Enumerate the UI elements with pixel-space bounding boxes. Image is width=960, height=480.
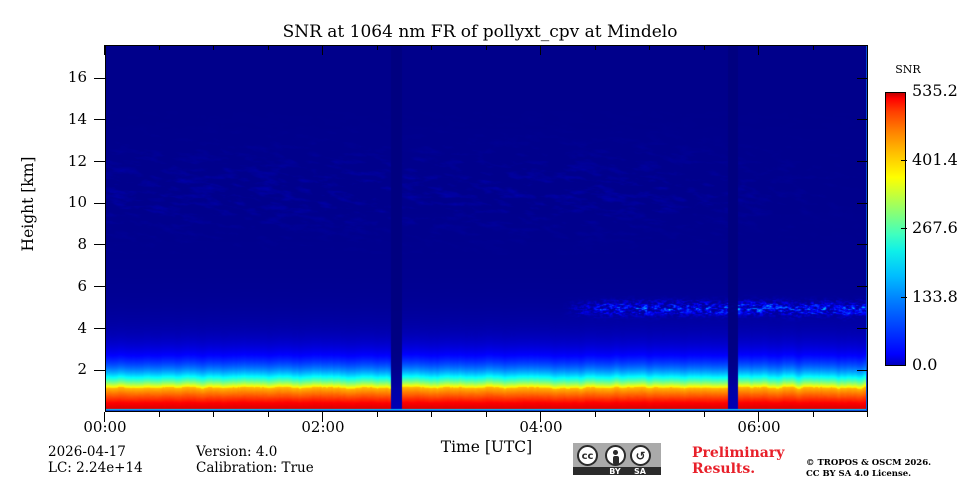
y-tick-label: 10 bbox=[67, 193, 87, 212]
x-tick-mark-minor bbox=[213, 412, 215, 417]
x-tick-mark-major bbox=[104, 412, 106, 422]
colorbar-tick-label: 0.0 bbox=[912, 355, 938, 374]
footer-date: 2026-04-17 bbox=[48, 444, 126, 460]
creative-commons-icon: cc bbox=[577, 445, 598, 466]
x-tick-label: 04:00 bbox=[519, 418, 563, 436]
snr-heatmap-canvas bbox=[106, 46, 866, 410]
colorbar-tick-label: 401.4 bbox=[912, 149, 958, 169]
share-alike-icon: ↺ bbox=[630, 445, 651, 466]
y-tick-label: 6 bbox=[77, 276, 87, 295]
y-tick-mark bbox=[94, 369, 105, 371]
y-tick-mark-right bbox=[857, 161, 868, 163]
x-tick-mark-top-major bbox=[322, 45, 324, 55]
x-tick-mark-top-minor bbox=[158, 45, 160, 50]
x-axis-label: Time [UTC] bbox=[440, 438, 533, 456]
x-tick-mark-top-minor bbox=[213, 45, 215, 50]
x-tick-mark-top-minor bbox=[376, 45, 378, 50]
y-tick-mark bbox=[94, 119, 105, 121]
y-tick-mark bbox=[94, 327, 105, 329]
person-body-shape bbox=[612, 456, 619, 464]
y-tick-mark bbox=[94, 286, 105, 288]
y-tick-label: 2 bbox=[77, 360, 87, 379]
x-tick-label: 02:00 bbox=[301, 418, 345, 436]
preliminary-results-notice: Preliminary Results. bbox=[692, 445, 785, 477]
x-tick-mark-minor bbox=[649, 412, 651, 417]
x-tick-mark-minor bbox=[158, 412, 160, 417]
y-tick-mark-right bbox=[857, 244, 868, 246]
copyright-notice: © TROPOS & OSCM 2026. CC BY SA 4.0 Licen… bbox=[806, 458, 956, 480]
x-tick-mark-top-minor bbox=[649, 45, 651, 50]
y-tick-mark-right bbox=[857, 77, 868, 79]
x-tick-mark-top-major bbox=[104, 45, 106, 55]
x-tick-mark-major bbox=[322, 412, 324, 422]
x-tick-mark-minor bbox=[867, 412, 869, 417]
y-tick-mark-right bbox=[857, 327, 868, 329]
x-tick-mark-top-minor bbox=[594, 45, 596, 50]
cc-sa-label: SA bbox=[634, 467, 646, 476]
heatmap-plot-area[interactable] bbox=[105, 45, 868, 412]
x-tick-mark-top-minor bbox=[267, 45, 269, 50]
y-tick-label: 14 bbox=[67, 110, 87, 129]
y-tick-mark bbox=[94, 202, 105, 204]
x-tick-mark-minor bbox=[594, 412, 596, 417]
y-tick-label: 4 bbox=[77, 318, 87, 337]
x-tick-label: 00:00 bbox=[83, 418, 127, 436]
y-tick-mark-right bbox=[857, 119, 868, 121]
x-tick-mark-minor bbox=[376, 412, 378, 417]
y-tick-mark-right bbox=[857, 286, 868, 288]
y-tick-mark-right bbox=[857, 369, 868, 371]
x-tick-label: 06:00 bbox=[737, 418, 781, 436]
colorbar-tick-mark bbox=[901, 228, 907, 230]
x-tick-mark-top-major bbox=[758, 45, 760, 55]
x-tick-mark-top-major bbox=[540, 45, 542, 55]
x-tick-mark-top-minor bbox=[485, 45, 487, 50]
cc-license-badge[interactable]: cc ↺ BY SA bbox=[573, 443, 661, 476]
x-tick-mark-top-minor bbox=[431, 45, 433, 50]
y-tick-label: 16 bbox=[67, 68, 87, 87]
person-head-shape bbox=[613, 450, 618, 455]
y-tick-mark bbox=[94, 77, 105, 79]
y-tick-label: 12 bbox=[67, 151, 87, 170]
x-tick-mark-minor bbox=[267, 412, 269, 417]
x-tick-mark-minor bbox=[431, 412, 433, 417]
colorbar-tick-label: 267.6 bbox=[912, 218, 958, 237]
y-tick-mark bbox=[94, 244, 105, 246]
page-title: SNR at 1064 nm FR of pollyxt_cpv at Mind… bbox=[282, 22, 678, 42]
attribution-person-icon bbox=[605, 445, 626, 466]
colorbar-tick-mark bbox=[901, 159, 907, 161]
footer-calibration: Calibration: True bbox=[196, 460, 314, 476]
y-tick-label: 8 bbox=[77, 235, 87, 254]
x-tick-mark-minor bbox=[485, 412, 487, 417]
x-tick-mark-top-minor bbox=[812, 45, 814, 50]
x-tick-mark-top-minor bbox=[867, 45, 869, 50]
x-tick-mark-top-minor bbox=[703, 45, 705, 50]
footer-lidar-constant: LC: 2.24e+14 bbox=[48, 460, 143, 476]
x-tick-mark-major bbox=[540, 412, 542, 422]
colorbar-title: SNR bbox=[895, 63, 921, 76]
y-tick-mark bbox=[94, 161, 105, 163]
copyright-line-2: CC BY SA 4.0 License. bbox=[806, 469, 912, 479]
footer-version: Version: 4.0 bbox=[196, 444, 278, 460]
x-tick-mark-minor bbox=[812, 412, 814, 417]
copyright-line-1: © TROPOS & OSCM 2026. bbox=[806, 458, 932, 468]
colorbar-tick-mark bbox=[901, 296, 907, 298]
colorbar-tick-label: 535.2 bbox=[912, 81, 958, 100]
colorbar-tick-label: 133.8 bbox=[912, 286, 958, 306]
cc-by-label: BY bbox=[609, 467, 621, 476]
x-tick-mark-major bbox=[758, 412, 760, 422]
x-tick-mark-minor bbox=[703, 412, 705, 417]
y-tick-mark-right bbox=[857, 202, 868, 204]
